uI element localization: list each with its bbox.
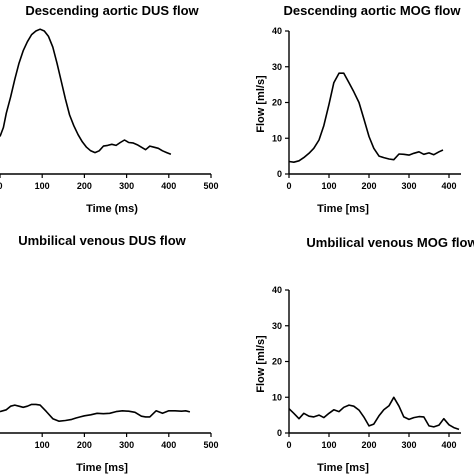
panel-3-series-line [0,403,191,422]
panel-1-x-tick-label: 200 [77,181,92,191]
panel-umbilical-venous-mog: Umbilical venous MOG flow 0 100 200 300 400 0… [255,235,474,474]
panel-descending-aortic-dus: Descending aortic DUS flow 0 100 200 300 400… [0,3,219,215]
panel-1-series-line [0,28,172,156]
panel-4-x-tick-label: 200 [361,440,376,450]
panel-3-x-tick-label: 100 [35,440,50,450]
panel-4-y-tick-label: 40 [272,285,282,295]
panel-descending-aortic-mog: Descending aortic MOG flow 0 100 200 300 400… [255,3,461,215]
panel-4-x-tick-label: 400 [441,440,456,450]
panel-3-x-tick-label: 500 [203,440,218,450]
panel-2-series-line [288,72,444,163]
panel-4-y-tick-label: 30 [272,321,282,331]
panel-3-title: Umbilical venous DUS flow [18,233,186,248]
panel-2-x-tick-label: 0 [286,181,291,191]
panel-4-title: Umbilical venous MOG flow [306,235,474,250]
panel-3-x-tick-label: 400 [161,440,176,450]
panel-2-x-axis-label: Time [ms] [317,203,369,215]
panel-2-axes [288,31,461,175]
panel-2-y-tick-label: 20 [272,98,282,108]
panel-2-x-tick-label: 400 [441,181,456,191]
panel-4-y-axis-label: Flow [ml/s] [255,335,267,393]
panel-4-series-line [288,396,460,431]
panel-umbilical-venous-dus: Umbilical venous DUS flow 100 200 300 400 50… [0,233,219,474]
panel-2-x-tick-label: 300 [401,181,416,191]
panel-1-x-tick-label: 500 [203,181,218,191]
panel-4-y-tick-label: 10 [272,392,282,402]
panel-4-axes [288,290,461,434]
panel-2-y-axis-label: Flow [ml/s] [255,75,267,133]
panel-4-x-tick-label: 0 [286,440,291,450]
panel-2-y-tick-label: 0 [277,169,282,179]
panel-1-x-tick-label: 0 [0,181,3,191]
panel-4-y-tick-label: 20 [272,357,282,367]
panel-4-x-axis-label: Time [ms] [317,462,369,474]
panel-1-x-tick-label: 300 [119,181,134,191]
panel-2-x-tick-label: 200 [361,181,376,191]
panel-3-x-tick-label: 300 [119,440,134,450]
panel-2-x-tick-label: 100 [321,181,336,191]
panel-4-y-tick-label: 0 [277,428,282,438]
panel-1-x-axis-label: Time (ms) [86,203,138,215]
panel-3-x-tick-label: 200 [77,440,92,450]
panel-2-title: Descending aortic MOG flow [284,3,462,18]
panel-3-x-axis-label: Time [ms] [76,462,128,474]
panel-1-x-tick-label: 400 [161,181,176,191]
panel-1-title: Descending aortic DUS flow [25,3,199,18]
panel-4-x-tick-label: 300 [401,440,416,450]
panel-1-x-tick-label: 100 [35,181,50,191]
panel-2-y-tick-label: 30 [272,62,282,72]
panel-2-y-tick-label: 10 [272,133,282,143]
panel-4-x-tick-label: 100 [321,440,336,450]
panel-2-y-tick-label: 40 [272,26,282,36]
